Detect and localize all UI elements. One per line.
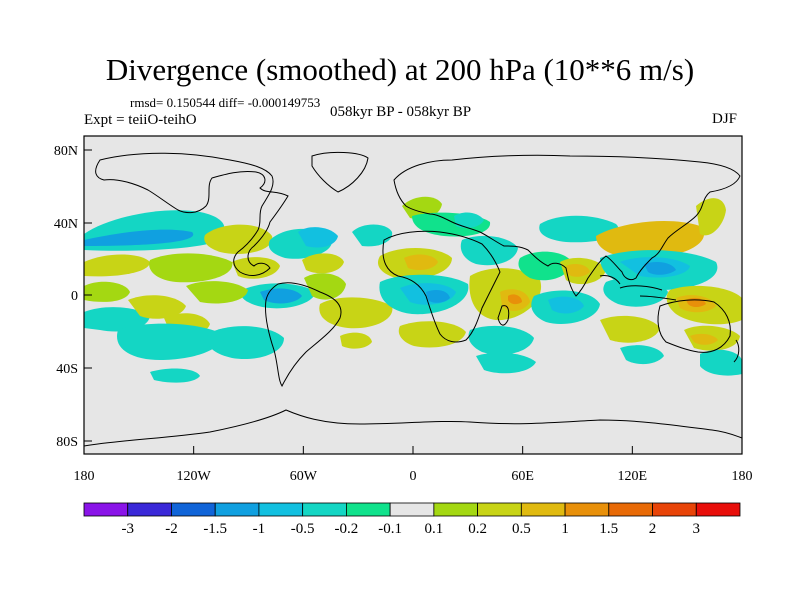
- lat-tick-label: 40S: [56, 362, 78, 377]
- colorbar-swatch: [127, 502, 172, 517]
- lat-tick-label: 80S: [56, 435, 78, 450]
- coastline-madagascar: [497, 305, 510, 326]
- coastline-africa: [382, 230, 501, 343]
- lon-tick-label: 180: [732, 469, 753, 484]
- colorbar-label: 3: [693, 521, 701, 537]
- colorbar-swatch: [477, 502, 522, 517]
- field-blob: [508, 294, 522, 305]
- coastline-new-zealand: [733, 339, 740, 363]
- field-blob: [150, 368, 200, 383]
- field-blob: [600, 315, 660, 343]
- coastline-australia: [657, 299, 731, 353]
- coastline-greenland: [311, 151, 369, 193]
- coastline-south-america: [265, 282, 342, 387]
- coastlines: [84, 151, 742, 447]
- season-label: DJF: [712, 111, 738, 127]
- colorbar-label: -3: [121, 521, 134, 537]
- lon-tick-label: 0: [410, 469, 417, 484]
- field-blob: [620, 345, 664, 365]
- field-blob: [84, 229, 194, 246]
- lat-tick-label: 40N: [54, 217, 78, 232]
- field-blob: [302, 253, 344, 274]
- lat-tick-label: 80N: [54, 144, 78, 159]
- field-blob: [644, 262, 676, 275]
- colorbar-label: 1.5: [599, 521, 618, 537]
- coastline-eurasia: [393, 154, 741, 297]
- colorbar-swatch: [389, 502, 435, 517]
- field-blob: [186, 281, 248, 304]
- plot-title: Divergence (smoothed) at 200 hPa (10**6 …: [105, 52, 695, 87]
- field-blob: [352, 224, 393, 247]
- colorbar-swatch: [302, 502, 347, 517]
- period-label: 058kyr BP - 058kyr BP: [330, 104, 472, 120]
- colorbar-swatch: [345, 502, 391, 517]
- colorbar-label: 2: [649, 521, 657, 537]
- coastline-indonesia: [599, 275, 677, 301]
- field-blob: [548, 296, 584, 314]
- lon-tick-label: 60W: [290, 469, 318, 484]
- field-blob: [319, 297, 393, 329]
- field-blob: [298, 227, 338, 248]
- colorbar-swatch: [83, 502, 129, 517]
- field-blob: [84, 254, 150, 277]
- field-blob: [690, 333, 718, 345]
- coastline-antarctica: [84, 409, 742, 447]
- colorbar-swatch: [652, 502, 697, 517]
- field-blob: [454, 212, 484, 228]
- colorbar-label: -0.2: [335, 521, 359, 537]
- field-blob: [149, 253, 233, 283]
- lon-tick-label: 60E: [511, 469, 534, 484]
- colorbar-label: -1.5: [203, 521, 227, 537]
- field-blob: [117, 323, 223, 360]
- colorbar-label: -0.1: [378, 521, 402, 537]
- colorbar-swatch: [695, 502, 741, 517]
- lon-tick-label: 180: [74, 469, 95, 484]
- coastline-north-america: [95, 152, 289, 276]
- colorbar-label: 1: [561, 521, 569, 537]
- field-blob: [603, 277, 668, 307]
- field-blob: [700, 349, 742, 376]
- colorbar-label: -2: [165, 521, 178, 537]
- colorbar-swatch: [564, 502, 610, 517]
- field-blob: [468, 325, 534, 355]
- colorbar: -3 -2 -1.5 -1 -0.5 -0.2 -0.1 0.1 0.2 0.5 1 1.5 2 3: [83, 502, 741, 537]
- experiment-label: Expt = teiiO-teihO: [84, 112, 197, 128]
- lat-tick-label: 0: [71, 289, 78, 304]
- divergence-field: [84, 196, 742, 383]
- colorbar-swatch: [520, 502, 566, 517]
- latitude-axis: 80N 40N 0 40S 80S: [54, 144, 92, 450]
- colorbar-swatch: [433, 502, 479, 517]
- colorbar-label: -1: [253, 521, 266, 537]
- colorbar-label: 0.2: [468, 521, 487, 537]
- colorbar-label: 0.5: [512, 521, 531, 537]
- colorbar-swatch: [214, 502, 260, 517]
- lon-tick-label: 120E: [618, 469, 648, 484]
- field-blob: [696, 198, 726, 236]
- field-blob: [84, 281, 130, 302]
- colorbar-label: 0.1: [424, 521, 443, 537]
- colorbar-swatch: [608, 502, 653, 517]
- field-blob: [128, 295, 186, 319]
- field-blob: [340, 332, 372, 349]
- colorbar-swatch: [258, 502, 304, 517]
- field-blob: [204, 224, 273, 255]
- stats-line: rmsd= 0.150544 diff= -0.000149753: [130, 95, 321, 110]
- field-blob: [426, 290, 450, 303]
- field-blob: [260, 288, 302, 304]
- field-blob: [404, 254, 438, 270]
- colorbar-swatch: [171, 502, 216, 517]
- colorbar-label: -0.5: [291, 521, 315, 537]
- field-blob: [84, 307, 150, 332]
- field-blob: [207, 326, 284, 360]
- field-blob: [518, 251, 572, 281]
- field-blob: [304, 273, 346, 300]
- field-blob: [232, 257, 280, 279]
- field-blob: [460, 235, 518, 266]
- longitude-axis: 180 120W 60W 0 60E 120E 180: [74, 446, 753, 484]
- field-blob: [566, 264, 590, 277]
- field-blob: [476, 352, 536, 374]
- lon-tick-label: 120W: [177, 469, 212, 484]
